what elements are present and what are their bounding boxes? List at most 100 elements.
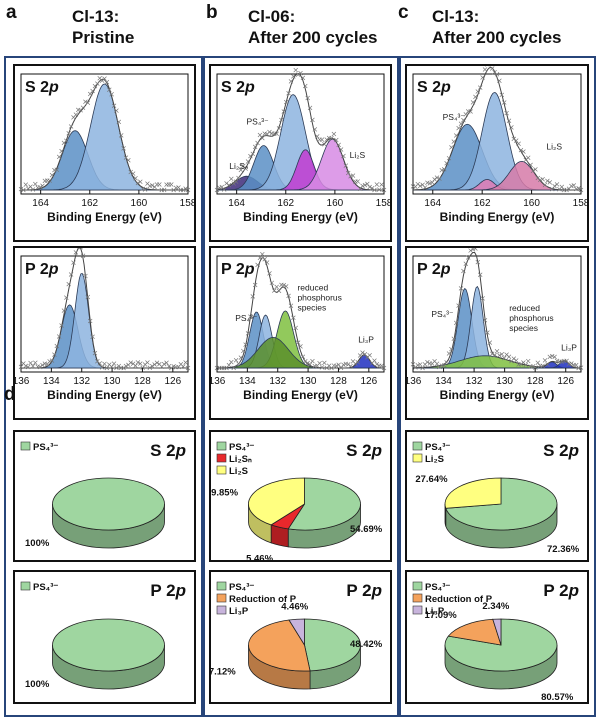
data-point-marker xyxy=(341,362,346,367)
peak-label: Li₂S xyxy=(546,142,562,152)
pie-slice xyxy=(248,477,305,526)
data-point-marker xyxy=(367,352,372,358)
data-point-marker xyxy=(497,78,502,84)
data-point-marker xyxy=(310,117,315,123)
data-point-marker xyxy=(410,361,416,367)
data-point-marker xyxy=(540,363,545,369)
data-point-marker xyxy=(281,109,287,114)
data-point-marker xyxy=(56,154,62,160)
data-point-marker xyxy=(319,137,325,142)
data-point-marker xyxy=(97,361,102,366)
legend-swatch xyxy=(216,581,227,591)
data-point-marker xyxy=(145,360,150,365)
data-point-marker xyxy=(417,183,423,189)
data-point-marker xyxy=(18,364,24,370)
data-point-marker xyxy=(161,187,167,193)
data-point-marker xyxy=(305,95,310,101)
data-point-marker xyxy=(64,138,69,143)
data-point-marker xyxy=(149,183,155,188)
x-tick-label: 164 xyxy=(228,198,245,209)
data-point-marker xyxy=(341,153,346,159)
spectrum-svg: S 2p PS₄³⁻ Li₂S 164 162 160 158 Binding Energy … xyxy=(410,60,590,224)
data-point-marker xyxy=(260,251,265,257)
data-point-marker xyxy=(477,272,483,277)
data-point-marker xyxy=(480,75,485,80)
data-point-marker xyxy=(267,129,272,135)
data-point-marker xyxy=(23,182,29,187)
data-point-marker xyxy=(149,363,155,369)
pie-slice xyxy=(52,477,165,531)
pie-value-label: 54.69% xyxy=(350,524,383,535)
pie-svg: S 2p PS₄³⁻Li₂S 72.36% 27.64% xyxy=(412,441,580,555)
data-point-marker xyxy=(518,147,524,153)
data-point-marker xyxy=(329,135,334,141)
peak-label: PS₄³⁻ xyxy=(443,112,466,122)
data-point-marker xyxy=(109,364,114,370)
data-point-marker xyxy=(238,167,244,173)
plot-area xyxy=(20,73,189,195)
data-point-marker xyxy=(142,187,148,192)
data-point-marker xyxy=(473,246,478,251)
x-tick-label: 126 xyxy=(164,376,181,387)
data-point-marker xyxy=(372,187,377,193)
data-point-marker xyxy=(456,303,461,308)
s2p-pie-c: S 2p PS₄³⁻ Li₂S 72.36% 27.64% xyxy=(405,430,589,562)
data-point-marker xyxy=(180,187,186,193)
data-point-marker xyxy=(164,360,169,366)
data-point-marker xyxy=(528,162,533,168)
data-point-marker xyxy=(576,185,581,191)
peak-component-5 xyxy=(413,360,581,369)
data-point-marker xyxy=(509,125,514,130)
data-point-marker xyxy=(95,81,100,86)
x-axis-label: Binding Energy (eV) xyxy=(243,210,358,224)
x-tick-label: 136 xyxy=(15,376,30,387)
data-point-marker xyxy=(525,358,531,364)
peak-label: PS₄³⁻ xyxy=(246,116,269,126)
data-point-marker xyxy=(465,255,471,260)
data-point-marker xyxy=(482,318,488,323)
data-point-marker xyxy=(109,91,114,97)
data-point-marker xyxy=(257,132,263,138)
pie-value-label: 47.12% xyxy=(211,667,236,678)
data-point-marker xyxy=(157,182,162,187)
legend-label: Reduction of P xyxy=(425,594,493,605)
data-point-marker xyxy=(578,365,584,370)
data-point-marker xyxy=(521,149,526,154)
data-point-marker xyxy=(451,139,457,144)
pie-slice xyxy=(288,618,305,647)
x-tick-label: 132 xyxy=(73,376,90,387)
pie-value-label: 100% xyxy=(25,679,50,690)
legend-label: Li₂S xyxy=(229,466,248,477)
data-point-marker xyxy=(295,340,301,345)
data-point-marker xyxy=(420,365,425,371)
data-point-marker xyxy=(260,135,265,141)
data-point-marker xyxy=(102,361,107,367)
data-point-marker xyxy=(54,343,60,349)
x-tick-label: 158 xyxy=(180,198,194,209)
legend-swatch xyxy=(216,605,227,615)
data-point-marker xyxy=(169,182,174,187)
data-point-marker xyxy=(427,181,433,186)
pie-slice xyxy=(287,477,361,531)
data-point-marker xyxy=(224,365,229,371)
legend-label: PS₄³⁻ xyxy=(425,442,450,453)
pie-slice xyxy=(444,477,502,509)
x-tick-label: 134 xyxy=(435,376,452,387)
x-tick-label: 160 xyxy=(131,198,148,209)
x-tick-label: 160 xyxy=(523,198,540,209)
data-point-marker xyxy=(18,186,24,192)
data-point-marker xyxy=(73,250,79,255)
data-point-marker xyxy=(353,361,358,366)
data-point-marker xyxy=(506,118,512,124)
peak-label: Li₃P xyxy=(561,343,577,353)
data-point-marker xyxy=(276,288,282,294)
data-point-marker xyxy=(135,180,141,186)
plot-area xyxy=(412,255,582,373)
s2p-spectrum-c: S 2p PS₄³⁻ Li₂S 164 162 160 158 Binding Energy … xyxy=(405,60,590,242)
data-point-marker xyxy=(437,176,442,181)
pie-value-label: 2.34% xyxy=(482,601,509,612)
data-point-marker xyxy=(446,155,452,161)
data-point-marker xyxy=(530,364,536,369)
data-point-marker xyxy=(138,179,143,185)
